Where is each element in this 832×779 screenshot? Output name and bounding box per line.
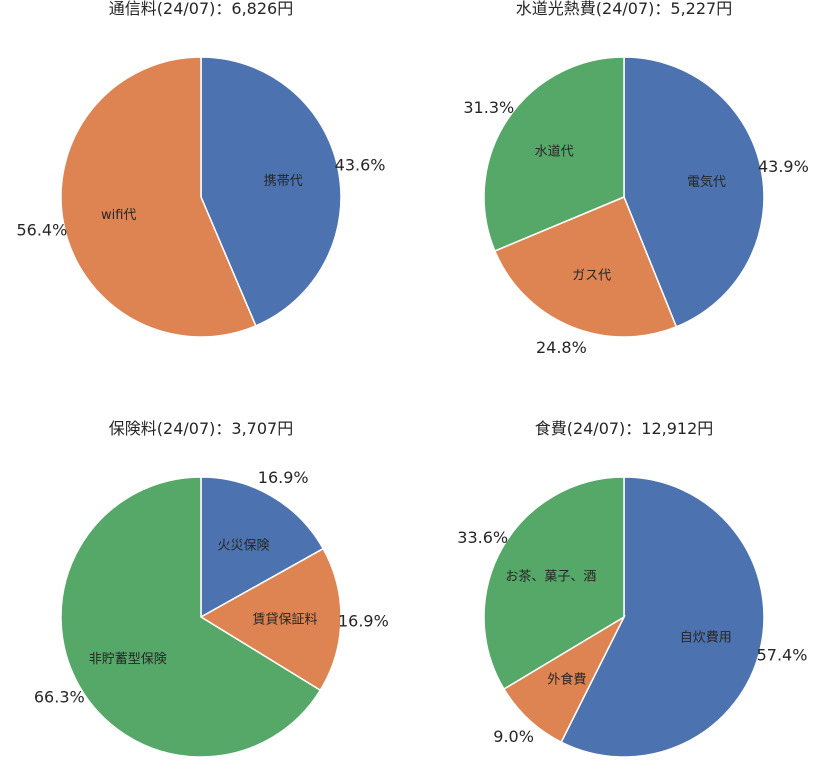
pie-slice	[493, 196, 678, 338]
slice-label: ガス代	[572, 269, 611, 284]
pie-slice	[560, 476, 765, 758]
pie-slice	[199, 547, 342, 692]
slice-label: 非貯蓄型保険	[89, 652, 167, 667]
slice-label: 外食費	[547, 672, 586, 688]
pie-slice	[60, 56, 257, 338]
slice-label: 賃貸保証料	[252, 612, 317, 628]
slice-label: 水道代	[535, 144, 574, 159]
chart-title: 水道光熱費(24/07)：5,227円	[516, 0, 732, 18]
pie-slice	[623, 56, 765, 328]
pie-slice	[483, 476, 625, 691]
slice-label: 携帯代	[264, 173, 303, 189]
chart-title: 保険料(24/07)：3,707円	[109, 419, 293, 438]
slice-label: 自炊費用	[680, 630, 732, 645]
slice-percent-label: 56.4%	[16, 220, 67, 239]
slice-percent-label: 16.9%	[338, 611, 389, 630]
slice-percent-label: 57.4%	[757, 645, 808, 664]
slice-label: wifi代	[101, 208, 136, 223]
pie-slice	[502, 615, 626, 744]
slice-percent-label: 43.9%	[758, 157, 809, 176]
slice-percent-label: 24.8%	[536, 338, 587, 357]
chart-title: 通信料(24/07)：6,826円	[109, 0, 293, 18]
slice-percent-label: 43.6%	[335, 156, 386, 175]
slice-label: 電気代	[687, 174, 726, 190]
pie-slice	[200, 476, 325, 619]
slice-percent-label: 9.0%	[493, 727, 534, 746]
slice-percent-label: 16.9%	[258, 468, 309, 487]
slice-percent-label: 33.6%	[457, 528, 508, 547]
pie-slice	[200, 56, 342, 327]
chart-title: 食費(24/07)：12,912円	[535, 419, 714, 438]
pie-slice	[60, 476, 322, 758]
pie-slice	[483, 56, 625, 252]
slice-percent-label: 31.3%	[463, 98, 514, 117]
slice-label: お茶、菓子、酒	[505, 569, 596, 585]
slice-label: 火災保険	[217, 539, 269, 554]
slice-percent-label: 66.3%	[34, 687, 85, 706]
